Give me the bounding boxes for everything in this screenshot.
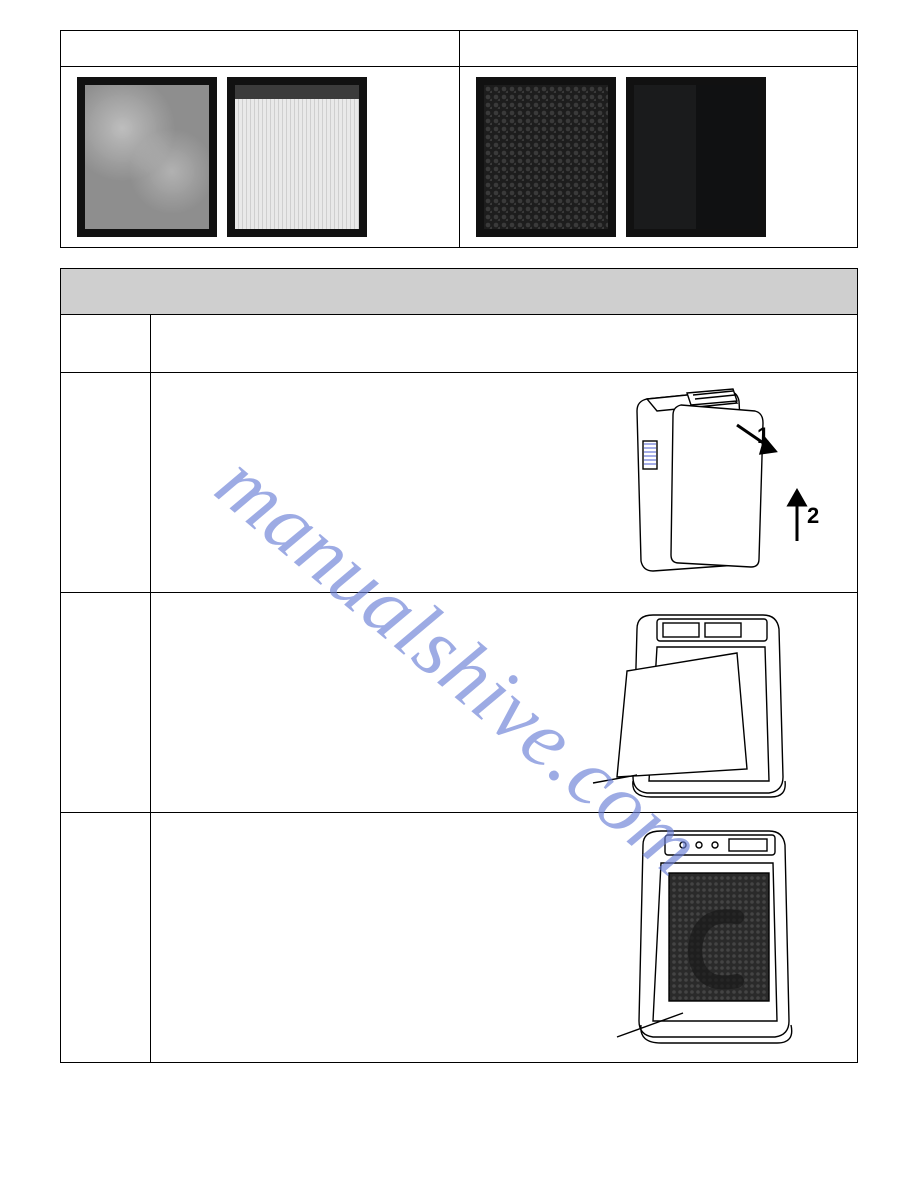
filter-image-hepa-clean [227, 77, 367, 237]
filter-image-carbon-solid [626, 77, 766, 237]
filters-table [60, 30, 858, 248]
step-1-number-cell [61, 373, 151, 593]
figure-remove-prefilter [587, 601, 827, 801]
figure-remove-front-panel: 1 2 [587, 381, 827, 581]
filter-image-carbon-honeycomb [476, 77, 616, 237]
filter-image-hepa-dirty [77, 77, 217, 237]
filters-header-right [459, 31, 858, 67]
instructions-title-cell [61, 269, 858, 315]
instructions-step-header [61, 315, 151, 373]
instructions-desc-header [151, 315, 858, 373]
instructions-table: 1 2 [60, 268, 858, 1063]
figure-filter-inside [587, 821, 827, 1051]
step-2-number-cell [61, 593, 151, 813]
arrow-label-2: 2 [807, 503, 819, 528]
step-3-number-cell [61, 813, 151, 1063]
filters-header-left [61, 31, 460, 67]
step-2-content [151, 593, 858, 813]
step-3-content [151, 813, 858, 1063]
arrow-label-1: 1 [757, 423, 769, 448]
filters-cell-carbon [459, 67, 858, 248]
filters-cell-hepa [61, 67, 460, 248]
step-1-content: 1 2 [151, 373, 858, 593]
